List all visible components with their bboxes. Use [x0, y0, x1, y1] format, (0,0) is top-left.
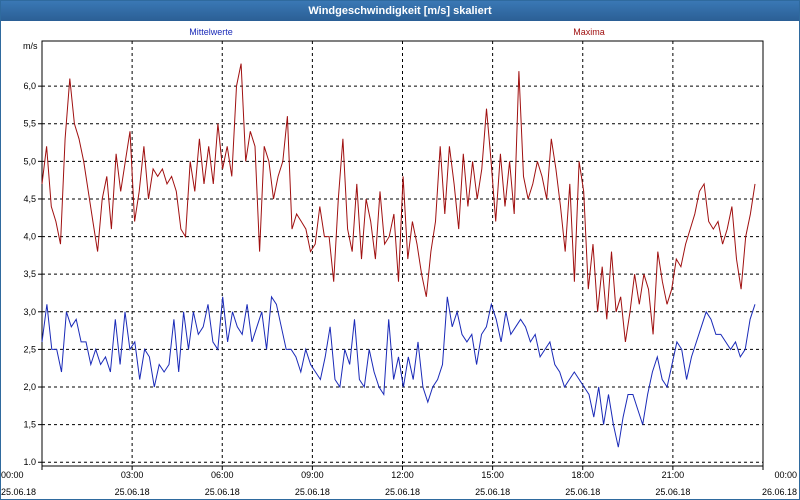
y-tick-label: 3,5: [23, 269, 36, 279]
x-tick-time: 00:00: [1, 470, 24, 480]
x-tick-time: 03:00: [121, 470, 144, 480]
x-tick-time: 06:00: [211, 470, 234, 480]
y-tick-label: 4,0: [23, 232, 36, 242]
x-tick-time: 21:00: [662, 470, 685, 480]
wind-speed-chart: m/s 1.0 1,5 2,0 2,5 3,0 3,5 4,0 4,5 5,0 5,5 6,0 00…: [1, 27, 797, 497]
y-tick-label: 6,0: [23, 81, 36, 91]
y-tick-label: 2,0: [23, 382, 36, 392]
x-tick-date: 25.06.18: [475, 487, 510, 497]
y-tick-label: 1,5: [23, 420, 36, 430]
x-tick-date: 25.06.18: [565, 487, 600, 497]
x-tick-time: 18:00: [571, 470, 594, 480]
x-tick-time: 00:00: [774, 470, 797, 480]
legend-item-mittelwerte: Mittelwerte: [189, 27, 233, 37]
y-tick-label: 1.0: [23, 457, 36, 467]
x-tick-date: 26.06.18: [762, 487, 797, 497]
series-line-maxima: [41, 63, 756, 342]
y-tick-label: 2,5: [23, 344, 36, 354]
x-tick-time: 12:00: [391, 470, 414, 480]
window-title: Windgeschwindigkeit [m/s] skaliert: [1, 1, 799, 21]
y-axis-unit: m/s: [23, 41, 38, 51]
series-lines: [41, 63, 756, 448]
x-tick-date: 25.06.18: [205, 487, 240, 497]
x-axis-ticks: 00:00 25.06.18 03:00 25.06.18 06:00 25.06.18 0…: [1, 466, 797, 497]
y-tick-label: 5,5: [23, 119, 36, 129]
grid: [42, 41, 763, 466]
legend-item-maxima: Maxima: [573, 27, 605, 37]
y-tick-label: 4,5: [23, 194, 36, 204]
y-tick-label: 5,0: [23, 156, 36, 166]
x-tick-date: 25.06.18: [295, 487, 330, 497]
x-tick-time: 09:00: [301, 470, 324, 480]
x-tick-date: 25.06.18: [655, 487, 690, 497]
y-axis-ticks: 1.0 1,5 2,0 2,5 3,0 3,5 4,0 4,5 5,0 5,5 6,0: [23, 81, 42, 467]
y-tick-label: 3,0: [23, 307, 36, 317]
legend: Mittelwerte Maxima: [189, 27, 605, 37]
x-tick-date: 25.06.18: [1, 487, 36, 497]
series-line-mittelwerte: [41, 295, 756, 448]
x-tick-date: 25.06.18: [385, 487, 420, 497]
x-tick-time: 15:00: [481, 470, 504, 480]
x-tick-date: 25.06.18: [115, 487, 150, 497]
